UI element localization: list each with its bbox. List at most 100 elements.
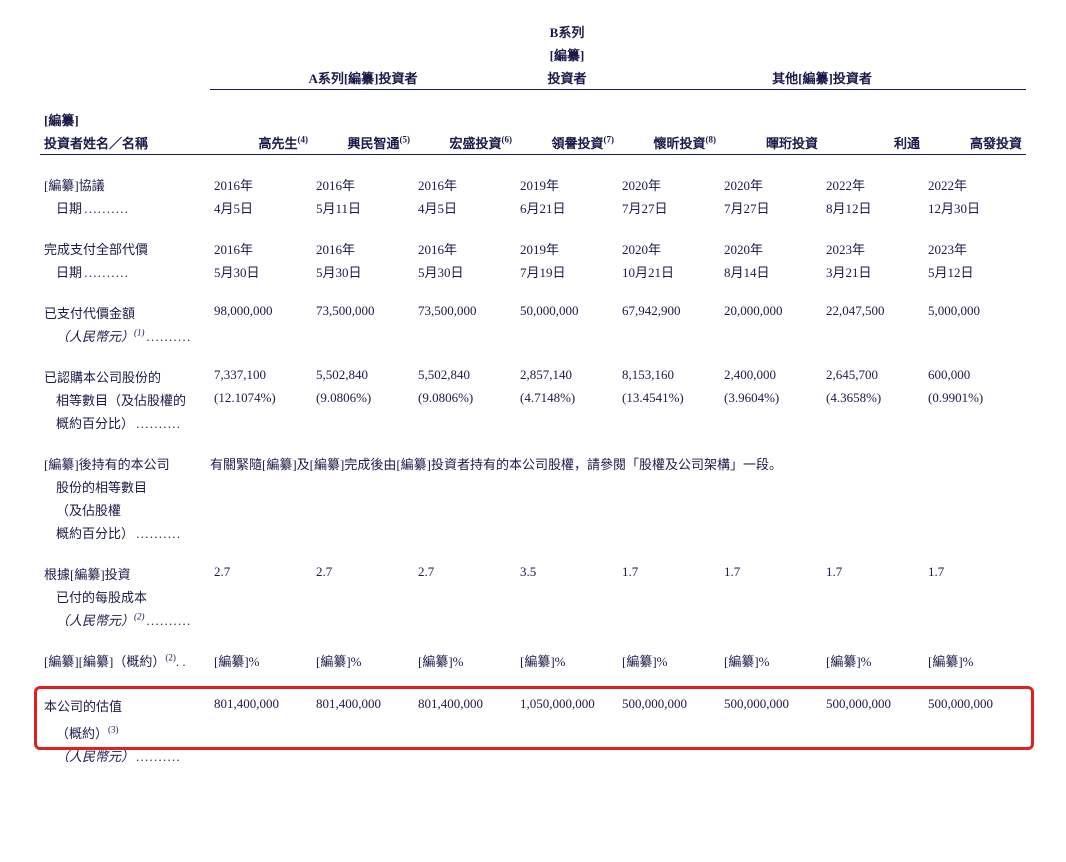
cell: 20,000,000 (720, 301, 822, 324)
cell: [編纂]% (516, 649, 618, 672)
cell: [編纂]% (822, 649, 924, 672)
cell: 2016年 (414, 237, 516, 260)
label-agreement-2: 日期 (40, 196, 210, 219)
label-shares-2: 相等數目（及佔股權的 (40, 388, 210, 411)
row-label-header-1: [編纂] (40, 108, 210, 131)
row-shares-2: 相等數目（及佔股權的 (12.1074%) (9.0806%) (9.0806%… (40, 388, 1026, 411)
cell: 3月21日 (822, 260, 924, 283)
row-agreement-1: [編纂]協議 2016年 2016年 2016年 2019年 2020年 202… (40, 173, 1026, 196)
cell: (12.1074%) (210, 388, 312, 411)
cell: 7月27日 (618, 196, 720, 219)
cell: 2.7 (210, 562, 312, 585)
cell: 22,047,500 (822, 301, 924, 324)
label-valuation-3: （人民幣元） (40, 744, 210, 767)
cell: 2022年 (924, 173, 1026, 196)
label-paid-amount-1: 已支付代價金額 (40, 301, 210, 324)
row-shares-1: 已認購本公司股份的 7,337,100 5,502,840 5,502,840 … (40, 365, 1026, 388)
cell: 5月12日 (924, 260, 1026, 283)
cell: 500,000,000 (924, 690, 1026, 721)
cell: (9.0806%) (414, 388, 516, 411)
label-payment-2: 日期 (40, 260, 210, 283)
col-header-7: 高發投資 (924, 131, 1026, 155)
cell: 7月27日 (720, 196, 822, 219)
cell: 500,000,000 (720, 690, 822, 721)
col-header-0: 高先生(4) (210, 131, 312, 155)
row-valuation-3: （人民幣元） (40, 744, 1026, 767)
cell: [編纂]% (210, 649, 312, 672)
cell: 73,500,000 (414, 301, 516, 324)
cell: 5月30日 (414, 260, 516, 283)
cell: 2020年 (618, 173, 720, 196)
cell: 1,050,000,000 (516, 690, 618, 721)
cell: 50,000,000 (516, 301, 618, 324)
cell: (4.7148%) (516, 388, 618, 411)
cell: 2020年 (720, 173, 822, 196)
cell: [編纂]% (312, 649, 414, 672)
cell: 500,000,000 (822, 690, 924, 721)
label-post-4: 概約百分比） (40, 521, 210, 544)
cell: 801,400,000 (414, 690, 516, 721)
cell: [編纂]% (924, 649, 1026, 672)
cell: (13.4541%) (618, 388, 720, 411)
cell: 1.7 (618, 562, 720, 585)
label-shares-3: 概約百分比） (40, 411, 210, 434)
label-cost-2: 已付的每股成本 (40, 585, 210, 608)
cell: 8,153,160 (618, 365, 720, 388)
row-post-1: [編纂]後持有的本公司 有關緊隨[編纂]及[編纂]完成後由[編纂]投資者持有的本… (40, 452, 1026, 475)
cell: [編纂]% (618, 649, 720, 672)
cell: 1.7 (822, 562, 924, 585)
label-redacted: [編纂][編纂]（概約）(2). . (40, 649, 210, 672)
group-header-a: A系列[編纂]投資者 (210, 20, 516, 90)
label-cost-1: 根據[編纂]投資 (40, 562, 210, 585)
cell: 10月21日 (618, 260, 720, 283)
col-header-2: 宏盛投資(6) (414, 131, 516, 155)
row-payment-2: 日期 5月30日 5月30日 5月30日 7月19日 10月21日 8月14日 … (40, 260, 1026, 283)
row-valuation-2: （概約）(3) (40, 721, 1026, 744)
col-header-4: 懷昕投資(8) (618, 131, 720, 155)
cell: 801,400,000 (210, 690, 312, 721)
row-valuation-1: 本公司的估值 801,400,000 801,400,000 801,400,0… (40, 690, 1026, 721)
cell: 2020年 (720, 237, 822, 260)
cell: 2,645,700 (822, 365, 924, 388)
group-header-b-1: B系列 (516, 20, 618, 43)
cell: 2023年 (924, 237, 1026, 260)
cell: 4月5日 (210, 196, 312, 219)
cell: (9.0806%) (312, 388, 414, 411)
cell: 801,400,000 (312, 690, 414, 721)
cell: 2.7 (414, 562, 516, 585)
cell: 2.7 (312, 562, 414, 585)
row-agreement-2: 日期 4月5日 5月11日 4月5日 6月21日 7月27日 7月27日 8月1… (40, 196, 1026, 219)
label-cost-3: （人民幣元）(2) (40, 608, 210, 631)
cell: 12月30日 (924, 196, 1026, 219)
col-header-3: 領譽投資(7) (516, 131, 618, 155)
cell: (0.9901%) (924, 388, 1026, 411)
group-header-b-2: [編纂] (516, 43, 618, 66)
cell: 8月14日 (720, 260, 822, 283)
cell: 2019年 (516, 237, 618, 260)
col-header-1: 興民智通(5) (312, 131, 414, 155)
label-paid-amount-2: （人民幣元）(1) (40, 324, 210, 347)
label-payment-1: 完成支付全部代價 (40, 237, 210, 260)
cell: 2,400,000 (720, 365, 822, 388)
group-header-b-3: 投資者 (516, 66, 618, 90)
cell: 2016年 (312, 173, 414, 196)
row-redacted: [編纂][編纂]（概約）(2). . [編纂]% [編纂]% [編纂]% [編纂… (40, 649, 1026, 672)
label-post-1: [編纂]後持有的本公司 (40, 452, 210, 475)
column-header-row: 投資者姓名／名稱 高先生(4) 興民智通(5) 宏盛投資(6) 領譽投資(7) … (40, 131, 1026, 155)
row-paid-amount: 已支付代價金額 98,000,000 73,500,000 73,500,000… (40, 301, 1026, 324)
cell: 5,000,000 (924, 301, 1026, 324)
cell: 7,337,100 (210, 365, 312, 388)
cell: 67,942,900 (618, 301, 720, 324)
cell: 3.5 (516, 562, 618, 585)
cell: 2016年 (210, 237, 312, 260)
label-valuation-1: 本公司的估值 (40, 690, 210, 721)
label-post-2: 股份的相等數目 (40, 475, 210, 498)
cell: 2016年 (312, 237, 414, 260)
investment-table: A系列[編纂]投資者 B系列 其他[編纂]投資者 [編纂] 投資者 [編纂] 投… (40, 20, 1026, 767)
label-valuation-2: （概約）(3) (40, 721, 210, 744)
cell: 600,000 (924, 365, 1026, 388)
cell: 2022年 (822, 173, 924, 196)
document-container: A系列[編纂]投資者 B系列 其他[編纂]投資者 [編纂] 投資者 [編纂] 投… (40, 20, 1026, 767)
row-label-header-2: 投資者姓名／名稱 (40, 131, 210, 155)
cell: 1.7 (720, 562, 822, 585)
